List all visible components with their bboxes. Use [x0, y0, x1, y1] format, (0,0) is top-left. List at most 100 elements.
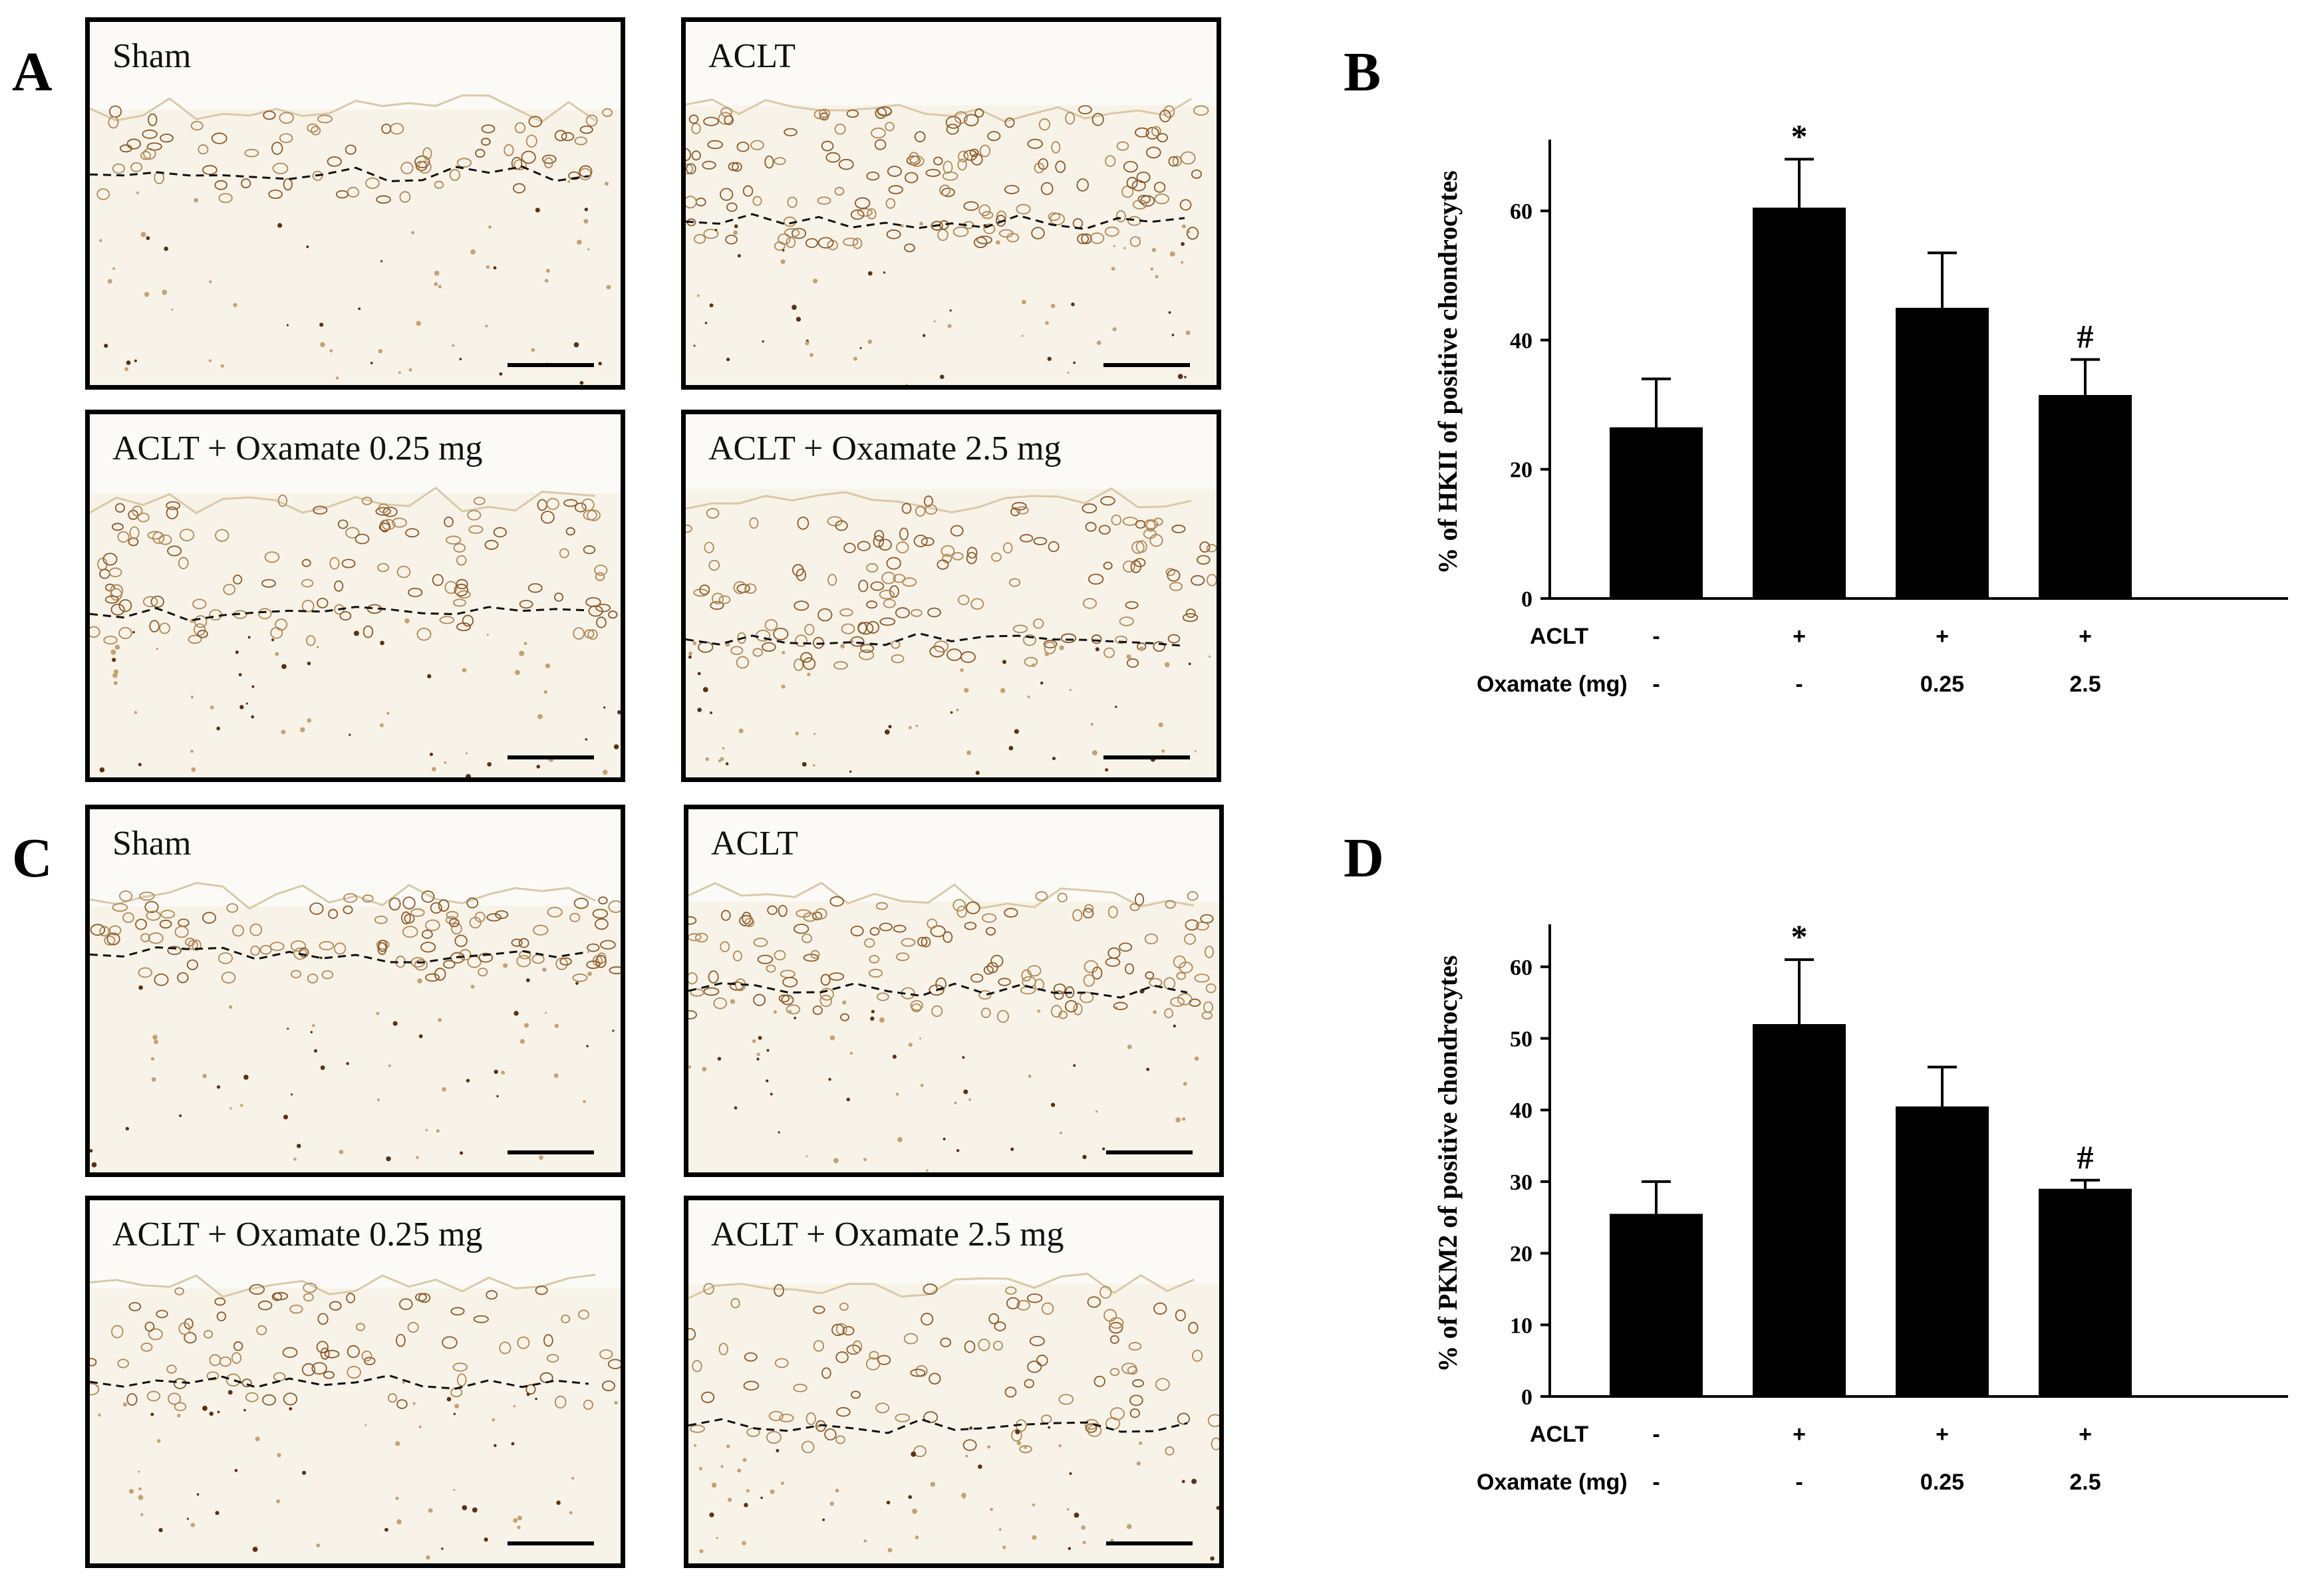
stain-dot [867, 271, 873, 276]
stain-dot [1158, 722, 1163, 727]
stain-dot [513, 1404, 516, 1408]
chondrocyte [401, 911, 411, 925]
stain-dot [539, 1155, 543, 1160]
chondrocyte [396, 565, 411, 579]
stain-dot [460, 1151, 464, 1155]
stain-dot [1010, 1147, 1014, 1151]
stain-dot [892, 1055, 897, 1059]
chondrocyte [906, 155, 921, 166]
chondrocyte [1033, 537, 1048, 545]
chondrocyte [720, 107, 732, 117]
chondrocyte [744, 1352, 758, 1362]
chondrocyte [1012, 624, 1028, 634]
stain-dot [1032, 1503, 1036, 1507]
stain-dot [726, 1444, 730, 1448]
stain-dot [503, 963, 508, 968]
stain-dot [513, 1011, 519, 1016]
chondrocyte [710, 600, 724, 610]
chondrocyte [347, 1345, 360, 1359]
chondrocyte [865, 1357, 881, 1371]
hkii-bar-chart: % of HKII of positive chondrocytes 0 20 40 6… [1430, 106, 2315, 758]
chondrocyte [410, 908, 425, 917]
chondrocyte [452, 598, 467, 607]
chondrocyte [782, 977, 798, 988]
stain-dot [778, 1131, 780, 1134]
chondrocyte [462, 614, 474, 627]
chondrocyte [686, 163, 694, 175]
chondrocyte [478, 952, 494, 963]
chondrocyte [459, 949, 472, 961]
chondrocyte [553, 593, 564, 602]
chondrocyte [744, 583, 757, 594]
stain-dot [1074, 1512, 1080, 1518]
stain-dot [809, 352, 814, 357]
chondrocyte [311, 126, 321, 136]
chondrocyte [90, 626, 100, 638]
stain-dot [380, 640, 384, 646]
chondrocyte [1145, 146, 1161, 159]
chondrocyte [480, 138, 491, 146]
stain-dot [90, 1148, 93, 1153]
chondrocyte [263, 110, 276, 120]
stain-dot [316, 1543, 321, 1547]
stain-dot [829, 1502, 834, 1506]
chondrocyte [108, 925, 122, 936]
stain-dot [380, 260, 383, 263]
chondrocyte [1016, 506, 1029, 515]
chondrocyte [481, 124, 496, 134]
stain-dot [1181, 224, 1186, 229]
chondrocyte [192, 939, 202, 951]
tissue-image [686, 22, 1217, 385]
stain-dot [1037, 1009, 1041, 1013]
stain-dot [517, 1516, 522, 1521]
chondrocyte [1119, 616, 1134, 626]
chondrocyte [140, 933, 150, 942]
y-tick-label: 30 [1510, 1170, 1532, 1195]
chondrocyte [160, 133, 174, 143]
chondrocyte [399, 1298, 413, 1310]
stain-dot [376, 1098, 380, 1101]
stain-dot [535, 207, 540, 213]
chondrocyte [282, 1347, 298, 1358]
chondrocyte [886, 557, 901, 570]
stain-dot [255, 1436, 260, 1442]
stain-dot [895, 1093, 899, 1096]
chondrocyte [1145, 126, 1159, 140]
condition-value: - [1652, 1422, 1660, 1447]
stain-dot [96, 1384, 99, 1388]
chondrocyte [391, 517, 407, 528]
chondrocyte [733, 581, 747, 594]
stain-dot [1069, 1472, 1072, 1476]
chondrocyte [1169, 582, 1183, 591]
micrograph-label: ACLT + Oxamate 0.25 mg [112, 430, 483, 467]
stain-dot [384, 1527, 388, 1532]
bar [1610, 1214, 1703, 1396]
stain-dot [1105, 768, 1109, 772]
pkm2-bar-chart: % of PKM2 of positive chondrocytes 0 10 20 3… [1430, 891, 2315, 1556]
stain-dot [781, 684, 786, 689]
stain-dot [112, 658, 116, 662]
chondrocyte [964, 114, 979, 126]
chondrocyte [797, 516, 809, 530]
chondrocyte [160, 910, 176, 919]
stain-dot [697, 672, 701, 676]
micrograph-sham-hkii: Sham [85, 17, 625, 390]
chondrocyte [792, 564, 804, 577]
stain-dot [796, 317, 801, 322]
chondrocyte [1085, 1423, 1097, 1433]
stain-dot [1164, 662, 1170, 668]
chondrocyte [568, 171, 581, 180]
chondrocyte [873, 535, 884, 548]
chondrocyte [966, 901, 980, 914]
stain-dot [947, 324, 952, 329]
chondrocyte [511, 938, 523, 947]
chondrocyte [956, 906, 967, 918]
stain-dot [493, 266, 497, 270]
chondrocyte [766, 1431, 782, 1444]
chondrocyte [219, 1356, 231, 1367]
chondrocyte [1027, 138, 1043, 149]
condition-value: 0.25 [1920, 1470, 1964, 1495]
chondrocyte [454, 934, 468, 948]
chondrocyte [1026, 1293, 1043, 1303]
chondrocyte [794, 600, 809, 611]
